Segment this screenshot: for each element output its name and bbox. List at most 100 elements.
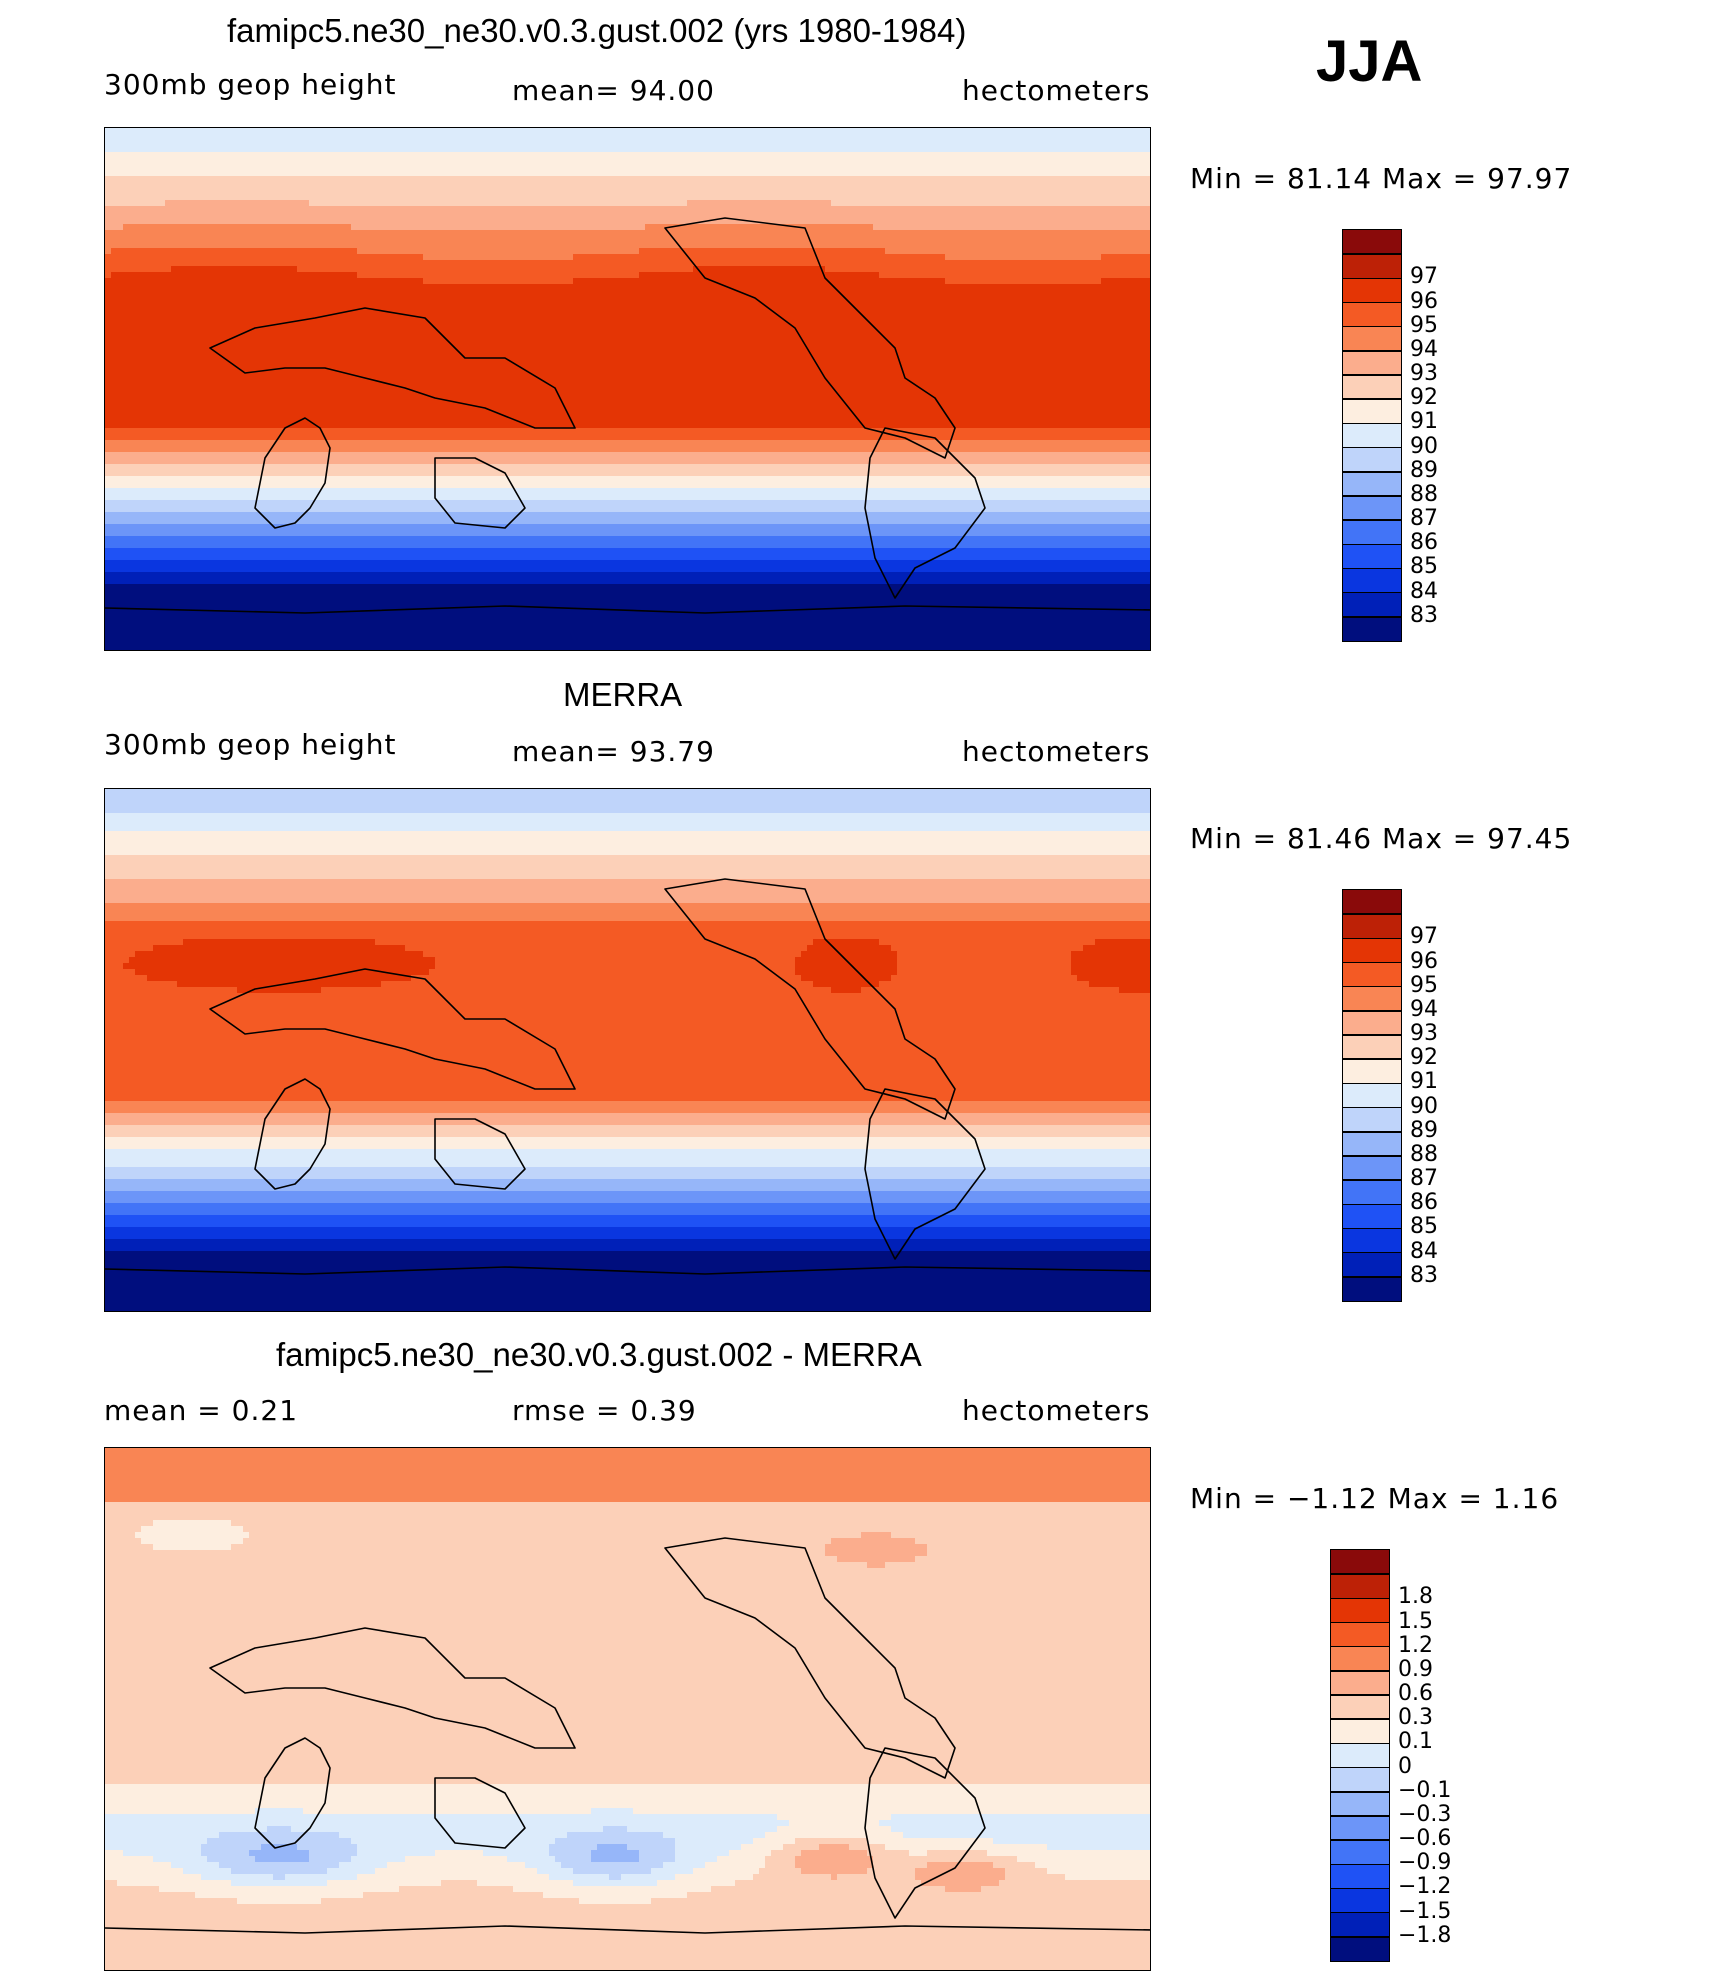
panel-3-title: famipc5.ne30_ne30.v0.3.gust.002 - MERRA	[276, 1336, 922, 1374]
colorbar-segment	[1331, 1743, 1389, 1768]
colorbar-divider	[1343, 913, 1401, 915]
colorbar-segment	[1331, 1840, 1389, 1865]
colorbar-segment	[1343, 520, 1401, 545]
colorbar-divider	[1343, 1227, 1401, 1230]
panel-2-min-max: Min = 81.46 Max = 97.45	[1190, 822, 1572, 855]
panel-2-title: MERRA	[563, 676, 682, 714]
colorbar-segment	[1343, 423, 1401, 448]
colorbar-segment	[1343, 616, 1401, 641]
colorbar-label: 97	[1410, 266, 1438, 288]
colorbar-divider	[1331, 1766, 1389, 1769]
colorbar-segment	[1331, 1888, 1389, 1913]
colorbar-divider	[1343, 471, 1401, 473]
colorbar-divider	[1331, 1742, 1389, 1745]
panel-3-field	[105, 1448, 1150, 1970]
colorbar-segment	[1343, 890, 1401, 915]
colorbar-segment	[1331, 1791, 1389, 1816]
colorbar-divider	[1331, 1573, 1389, 1575]
colorbar-label: 0	[1398, 1755, 1412, 1778]
colorbar-label: 1.2	[1398, 1634, 1433, 1657]
colorbar-label: 89	[1410, 459, 1438, 482]
colorbar-label: 1.5	[1398, 1610, 1433, 1633]
colorbar-label: 94	[1410, 998, 1438, 1021]
colorbar-label: 83	[1410, 1264, 1438, 1287]
colorbar-label: 85	[1410, 556, 1438, 578]
colorbar-segment	[1331, 1912, 1389, 1937]
panel-3-colorbar	[1330, 1549, 1390, 1962]
colorbar-divider	[1331, 1911, 1389, 1914]
colorbar-label: 85	[1410, 1216, 1438, 1238]
colorbar-divider	[1331, 1645, 1389, 1648]
colorbar-segment	[1343, 1204, 1401, 1229]
colorbar-label: 88	[1410, 1143, 1438, 1166]
colorbar-label: 86	[1410, 532, 1438, 554]
colorbar-label: 90	[1410, 435, 1438, 458]
panel-1-min-max: Min = 81.14 Max = 97.97	[1190, 162, 1572, 195]
colorbar-label: 84	[1410, 580, 1438, 603]
colorbar-label: −0.6	[1398, 1828, 1451, 1850]
colorbar-divider	[1343, 277, 1401, 280]
colorbar-divider	[1343, 1058, 1401, 1060]
colorbar-divider	[1331, 1936, 1389, 1938]
colorbar-label: −0.9	[1398, 1852, 1451, 1874]
panel-3-center-label: rmse = 0.39	[512, 1394, 697, 1427]
colorbar-divider	[1343, 422, 1401, 425]
colorbar-label: 88	[1410, 483, 1438, 506]
colorbar-divider	[1343, 961, 1401, 964]
colorbar-divider	[1343, 1131, 1401, 1133]
colorbar-divider	[1343, 1179, 1401, 1181]
colorbar-label: 97	[1410, 926, 1438, 948]
colorbar-label: 93	[1410, 1023, 1438, 1045]
panel-2-map	[104, 788, 1151, 1312]
colorbar-divider	[1343, 543, 1401, 546]
colorbar-segment	[1331, 1695, 1389, 1720]
colorbar-divider	[1343, 325, 1401, 328]
colorbar-divider	[1343, 937, 1401, 940]
panel-1-map	[104, 127, 1151, 651]
colorbar-label: 95	[1410, 314, 1438, 337]
colorbar-segment	[1343, 230, 1401, 255]
colorbar-divider	[1343, 1155, 1401, 1157]
colorbar-label: 83	[1410, 604, 1438, 627]
colorbar-segment	[1343, 1228, 1401, 1253]
colorbar-label: 0.9	[1398, 1658, 1433, 1681]
colorbar-segment	[1343, 1131, 1401, 1156]
colorbar-divider	[1331, 1670, 1389, 1672]
colorbar-label: 87	[1410, 1168, 1438, 1190]
colorbar-segment	[1343, 1180, 1401, 1205]
colorbar-segment	[1343, 375, 1401, 400]
colorbar-label: 0.3	[1398, 1707, 1433, 1729]
colorbar-label: −1.2	[1398, 1876, 1451, 1898]
colorbar-segment	[1331, 1767, 1389, 1792]
colorbar-segment	[1331, 1815, 1389, 1841]
panel-2-center-label: mean= 93.79	[512, 735, 715, 768]
colorbar-segment	[1343, 399, 1401, 424]
colorbar-divider	[1331, 1718, 1389, 1720]
season-label: JJA	[1316, 28, 1422, 95]
colorbar-divider	[1343, 1276, 1401, 1278]
colorbar-label: 84	[1410, 1240, 1438, 1263]
colorbar-divider	[1343, 301, 1401, 304]
colorbar-segment	[1343, 1155, 1401, 1181]
colorbar-divider	[1331, 1887, 1389, 1890]
colorbar-divider	[1331, 1597, 1389, 1600]
colorbar-divider	[1343, 1106, 1401, 1109]
panel-2-left-label: 300mb geop height	[104, 728, 396, 761]
panel-2-field	[105, 789, 1150, 1311]
colorbar-segment	[1343, 350, 1401, 376]
colorbar-divider	[1343, 350, 1401, 352]
colorbar-divider	[1343, 591, 1401, 594]
colorbar-segment	[1343, 495, 1401, 521]
colorbar-divider	[1343, 616, 1401, 618]
colorbar-segment	[1343, 326, 1401, 351]
colorbar-segment	[1343, 447, 1401, 472]
colorbar-label: 0.1	[1398, 1731, 1433, 1753]
colorbar-divider	[1343, 1010, 1401, 1012]
colorbar-segment	[1343, 1059, 1401, 1084]
colorbar-segment	[1343, 914, 1401, 939]
colorbar-label: 90	[1410, 1095, 1438, 1118]
colorbar-divider	[1343, 495, 1401, 497]
colorbar-segment	[1343, 254, 1401, 279]
colorbar-label: 86	[1410, 1192, 1438, 1214]
colorbar-divider	[1331, 1839, 1389, 1841]
